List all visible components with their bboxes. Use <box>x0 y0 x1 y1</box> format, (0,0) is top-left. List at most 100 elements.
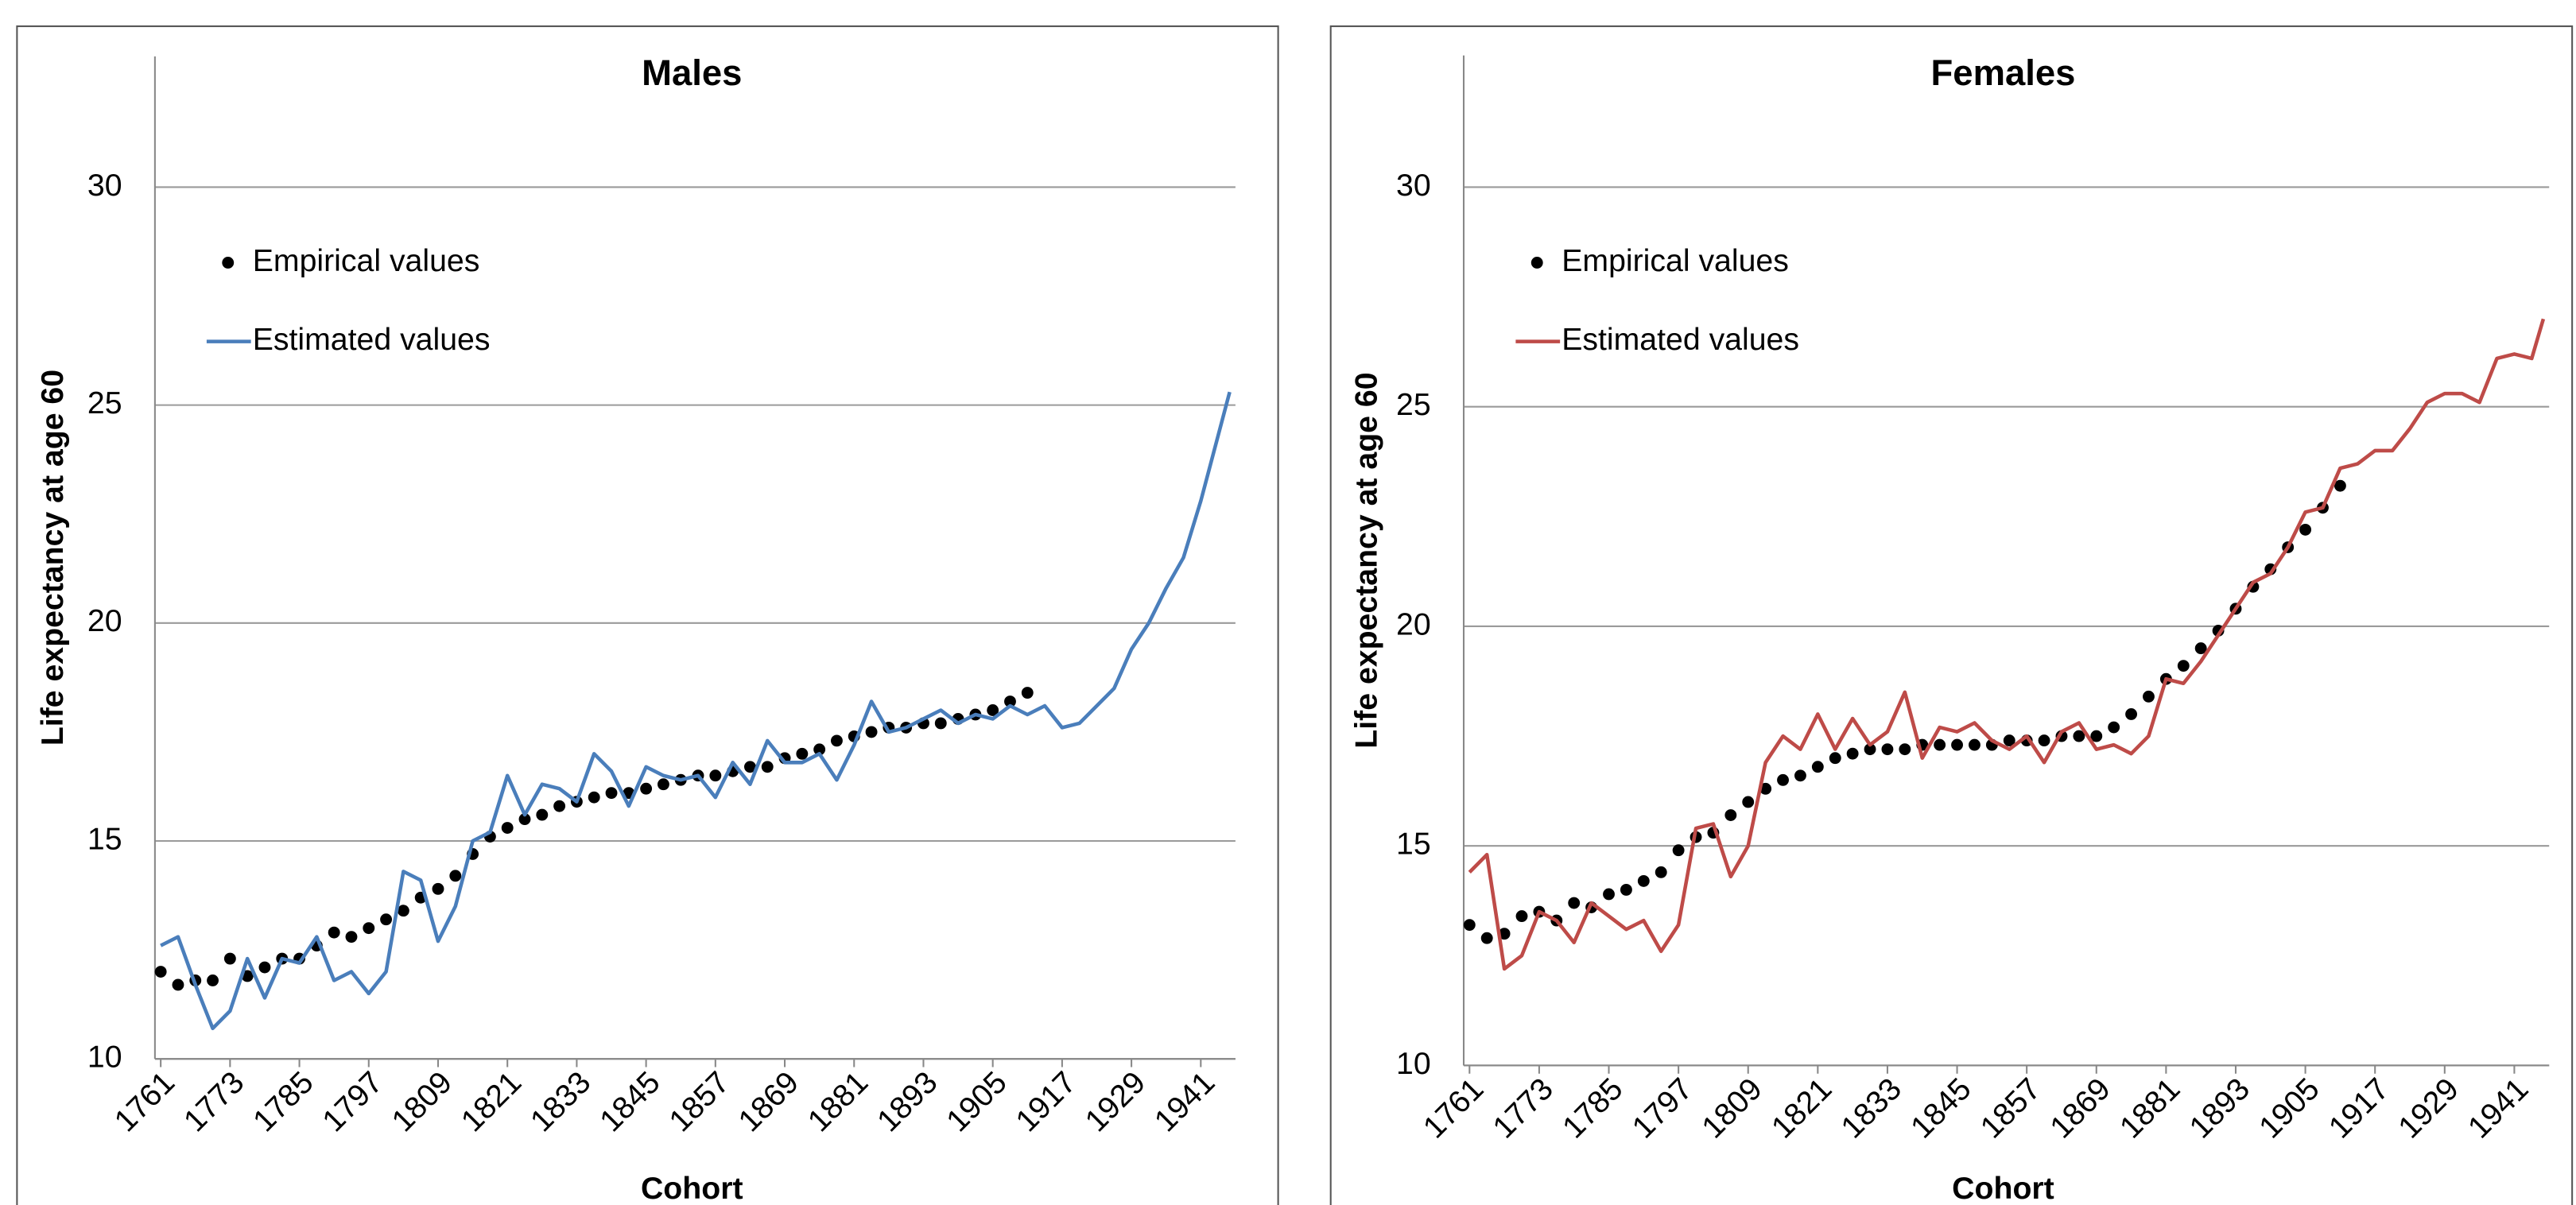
data-point <box>518 813 531 826</box>
data-point <box>1568 897 1581 909</box>
data-point <box>2194 642 2207 655</box>
data-point <box>2090 730 2103 742</box>
legend-entry: Empirical values <box>1530 243 1789 278</box>
data-point <box>2177 660 2190 672</box>
panel-border <box>1329 25 2574 1205</box>
data-line <box>1468 318 2546 971</box>
data-point <box>1021 687 1034 699</box>
data-point <box>1934 738 1946 751</box>
data-point <box>1463 919 1476 932</box>
legend-entry: Empirical values <box>222 243 479 278</box>
y-axis-title: Life expectancy at age 60 <box>35 370 70 746</box>
data-point <box>2038 734 2050 747</box>
data-point <box>2334 479 2346 492</box>
legend-swatch <box>1530 257 1543 269</box>
data-point <box>709 769 722 782</box>
data-point <box>796 747 809 760</box>
data-point <box>380 913 393 926</box>
chart-panel: 1015202530176117731785179718091821183318… <box>16 25 1279 1205</box>
y-tick-label: 20 <box>87 603 122 638</box>
data-point <box>1881 743 1894 756</box>
data-point <box>605 787 618 800</box>
data-point <box>449 870 462 882</box>
data-point <box>2073 730 2085 742</box>
data-point <box>1742 796 1755 808</box>
data-point <box>345 931 358 943</box>
data-point <box>934 717 947 730</box>
y-axis-title: Life expectancy at age 60 <box>1349 372 1384 748</box>
data-point <box>258 961 271 974</box>
data-point <box>223 952 236 965</box>
data-point <box>207 974 219 986</box>
data-point <box>865 726 878 738</box>
legend-label: Empirical values <box>1562 243 1789 278</box>
data-point <box>1004 695 1016 707</box>
data-point <box>1969 738 1980 751</box>
legend-label: Empirical values <box>253 243 480 278</box>
data-point <box>1899 743 1911 756</box>
data-point <box>1777 773 1789 786</box>
x-axis-title: Cohort <box>641 1171 743 1205</box>
panel-border <box>16 25 1279 1205</box>
chart-title: Males <box>642 52 742 93</box>
data-point <box>432 882 444 895</box>
data-point <box>1846 747 1859 760</box>
y-tick-label: 10 <box>1396 1046 1431 1081</box>
data-point <box>363 922 375 935</box>
data-point <box>1724 809 1737 821</box>
chart-title: Females <box>1931 52 2076 93</box>
y-tick-label: 20 <box>1396 606 1431 641</box>
data-point <box>553 800 566 812</box>
legend-label: Estimated values <box>1562 322 1799 357</box>
data-point <box>1759 782 1772 795</box>
data-point <box>1620 884 1632 896</box>
data-point <box>657 778 669 791</box>
data-point <box>588 791 600 804</box>
data-point <box>2143 690 2155 703</box>
y-tick-label: 25 <box>87 386 122 420</box>
chart-panel: 1015202530176117731785179718091821183318… <box>1329 25 2574 1205</box>
data-point <box>813 743 826 756</box>
data-point <box>640 782 653 795</box>
data-point <box>987 704 999 716</box>
y-tick-label: 30 <box>1396 168 1431 203</box>
data-point <box>1829 752 1841 765</box>
y-tick-label: 25 <box>1396 387 1431 422</box>
data-point <box>501 822 514 834</box>
data-point <box>1811 761 1824 773</box>
data-point <box>328 926 340 939</box>
legend-label: Estimated values <box>253 322 491 357</box>
data-point <box>743 761 756 773</box>
data-point <box>1498 928 1511 940</box>
data-point <box>2299 523 2312 536</box>
data-point <box>1637 874 1650 887</box>
y-tick-label: 15 <box>1396 827 1431 862</box>
data-line <box>160 391 1232 1031</box>
data-point <box>1951 738 1963 751</box>
data-point <box>154 966 167 978</box>
data-point <box>536 808 549 821</box>
data-point <box>397 905 409 917</box>
data-point <box>1603 888 1615 901</box>
legend-entry: Estimated values <box>206 322 491 357</box>
data-point <box>831 734 843 747</box>
y-tick-label: 15 <box>87 821 122 856</box>
data-point <box>761 761 774 773</box>
y-tick-label: 30 <box>87 168 122 203</box>
y-tick-label: 10 <box>87 1040 122 1075</box>
legend-swatch <box>222 257 235 269</box>
data-point <box>1655 866 1667 878</box>
data-point <box>1515 910 1528 923</box>
data-point <box>1672 844 1685 857</box>
legend-entry: Estimated values <box>1515 322 1799 357</box>
data-point <box>2125 708 2138 720</box>
data-point <box>172 978 184 991</box>
data-point <box>1480 932 1493 944</box>
data-point <box>2003 734 2015 747</box>
data-point <box>1864 743 1876 756</box>
data-point <box>1794 769 1806 782</box>
x-axis-title: Cohort <box>1952 1171 2054 1205</box>
data-point <box>2108 721 2120 734</box>
